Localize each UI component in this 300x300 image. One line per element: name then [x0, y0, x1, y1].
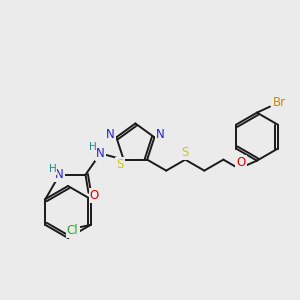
Text: N: N: [55, 168, 64, 181]
Text: O: O: [236, 156, 246, 169]
Text: S: S: [182, 146, 189, 159]
Text: Br: Br: [272, 96, 286, 109]
Text: Cl: Cl: [67, 224, 78, 236]
Text: O: O: [90, 189, 99, 202]
Text: N: N: [156, 128, 165, 141]
Text: N: N: [96, 147, 105, 160]
Text: H: H: [49, 164, 56, 174]
Text: N: N: [106, 128, 115, 141]
Text: H: H: [88, 142, 96, 152]
Text: S: S: [116, 158, 123, 171]
